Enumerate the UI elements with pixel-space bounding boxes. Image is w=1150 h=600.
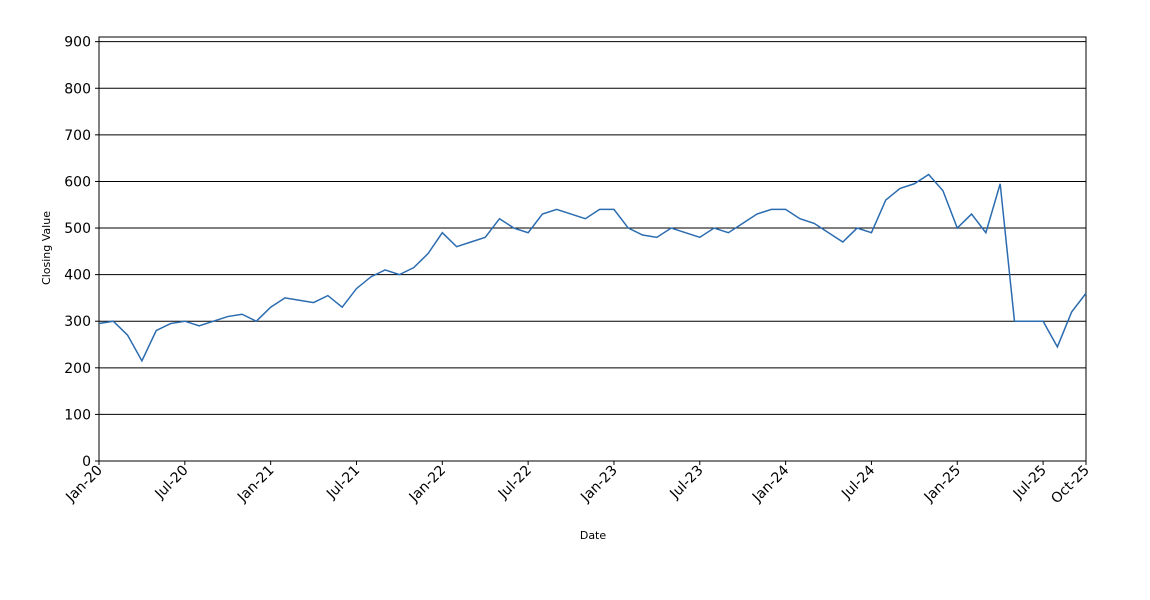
y-tick-label: 700: [64, 128, 91, 144]
x-tick-label: Jan-24: [749, 462, 793, 506]
x-tick-label: Jul-21: [323, 463, 363, 503]
y-tick-label: 400: [64, 268, 91, 284]
y-tick-label: 200: [64, 361, 91, 377]
x-tick-label: Jul-23: [666, 463, 706, 503]
y-tick-label: 100: [64, 407, 91, 423]
y-tick-label: 600: [64, 174, 91, 190]
y-tick-label: 900: [64, 35, 91, 51]
x-tick-label: Jan-23: [577, 463, 620, 506]
x-axis-title: Date: [580, 529, 607, 542]
y-tick-label: 800: [64, 81, 91, 97]
x-tick-label: Jan-21: [234, 463, 277, 506]
y-tick-label: 500: [64, 221, 91, 237]
x-tick-label: Jan-25: [921, 463, 964, 506]
x-tick-label: Jul-20: [152, 463, 192, 503]
y-tick-label: 300: [64, 314, 91, 330]
x-tick-label: Jul-25: [1010, 463, 1050, 503]
y-tick-label: 0: [82, 454, 91, 470]
plot-frame: [98, 36, 1087, 462]
line-series: [98, 173, 1087, 363]
y-axis-title: Closing Value: [40, 211, 53, 285]
x-tick-label: Jul-24: [838, 462, 878, 502]
x-tick-label: Jul-22: [495, 463, 535, 503]
x-tick-label: Oct-25: [1048, 463, 1093, 508]
x-tick-label: Jan-22: [406, 463, 449, 506]
